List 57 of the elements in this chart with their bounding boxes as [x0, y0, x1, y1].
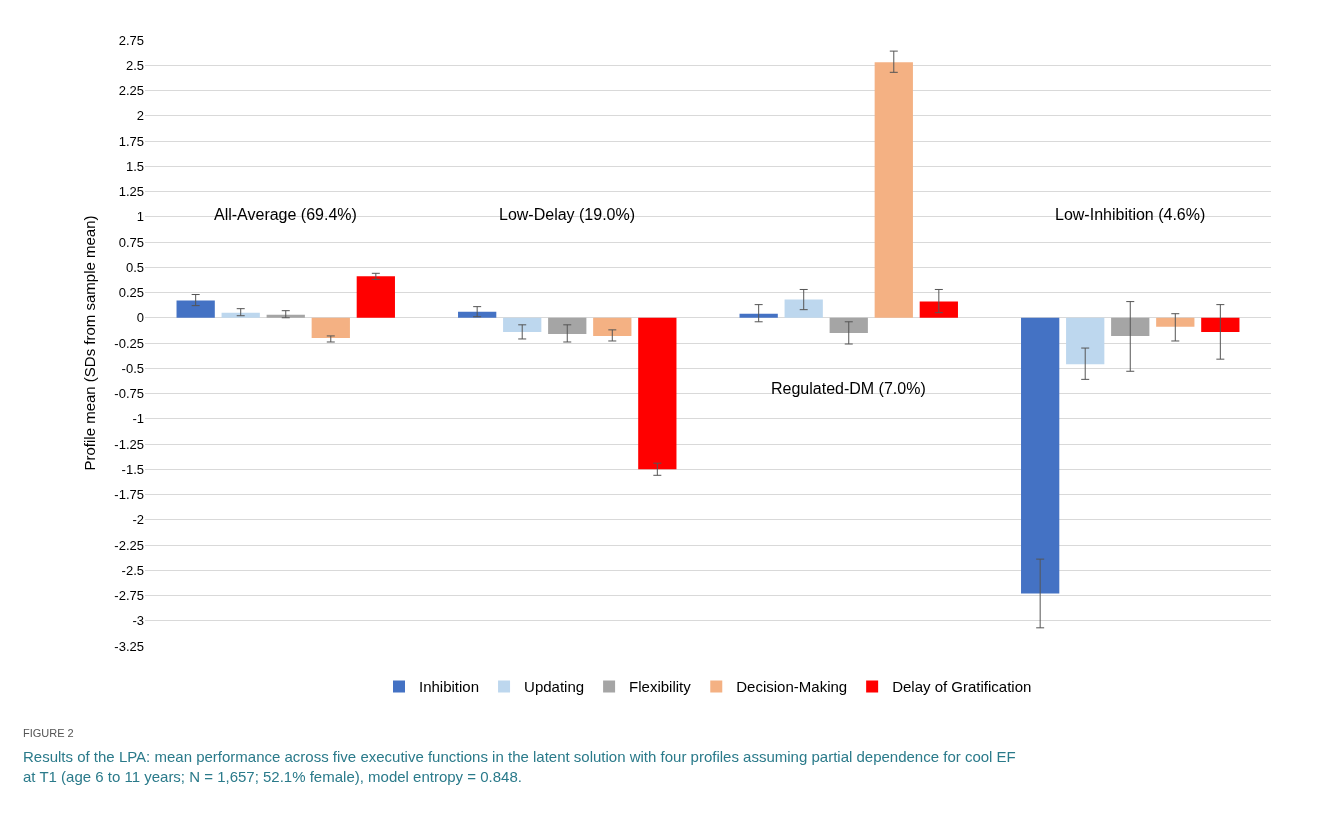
bar: [638, 317, 677, 470]
bar: [1156, 317, 1195, 327]
y-tick-label: -2.25: [114, 537, 144, 553]
legend-label: Updating: [524, 678, 585, 696]
annotation: Low-Inhibition (4.6%): [1055, 206, 1206, 223]
bar: [548, 317, 587, 334]
legend-label: Inhibition: [419, 678, 480, 696]
y-tick-label: 0: [136, 310, 144, 326]
legend-label: Flexibility: [629, 678, 692, 696]
annotation: Low-Delay (19.0%): [499, 206, 636, 223]
bar: [874, 62, 913, 318]
y-tick-label: -3.25: [114, 638, 144, 654]
bar: [1066, 317, 1105, 365]
legend-label: Decision-Making: [736, 678, 848, 696]
bar: [919, 301, 958, 318]
bar: [221, 312, 260, 318]
y-tick-label: 0.25: [118, 285, 144, 301]
y-tick-label: -2.5: [121, 562, 144, 578]
y-tick-label: 2: [136, 108, 144, 124]
y-tick-label: -0.5: [121, 360, 144, 376]
y-tick-label: -1: [132, 411, 144, 427]
bar: [1111, 317, 1150, 336]
bar: [593, 317, 632, 336]
y-tick-label: 2.75: [118, 32, 144, 48]
y-tick-label: 1: [136, 209, 144, 225]
y-tick-label: -0.25: [114, 335, 144, 351]
y-tick-label: -1.5: [121, 461, 144, 477]
bar: [311, 317, 350, 338]
y-tick-label: -0.75: [114, 386, 144, 402]
bar: [458, 311, 497, 318]
y-tick-label: -2.75: [114, 588, 144, 604]
text: Results of the LPA: mean performance across five executive functions in the latent solution with four profiles assuming partial dependence for cool EF at T1 (age 6 to 11 years; N = 1,657; 52.1% female), model entropy = 0.848.: [23, 748, 1016, 785]
bar: [739, 313, 778, 318]
y-tick-label: -1.75: [114, 487, 144, 503]
annotation: Regulated-DM (7.0%): [771, 380, 926, 397]
y-tick-label: 1.75: [118, 133, 144, 149]
bar: [266, 314, 305, 318]
y-tick-label: 0.75: [118, 234, 144, 250]
legend-label: Delay of Gratification: [892, 678, 1032, 696]
caption: FIGURE 2: [23, 727, 74, 739]
y-tick-label: -1.25: [114, 436, 144, 452]
y-tick-label: 2.25: [118, 83, 144, 99]
bar: [503, 317, 542, 332]
y-tick-label: -2: [132, 512, 144, 528]
annotation: All-Average (69.4%): [214, 206, 357, 223]
y-tick-label: 1.5: [125, 158, 144, 174]
bar: [176, 300, 215, 318]
y-tick-label: -3: [132, 613, 144, 629]
y-tick-label: 1.25: [118, 184, 144, 200]
bar: [1021, 317, 1060, 594]
bar: [784, 299, 823, 318]
bar: [829, 317, 868, 333]
y-axis-title: Profile mean (SDs from sample mean): [80, 215, 98, 471]
bar: [356, 276, 395, 318]
y-tick-label: 2.5: [125, 57, 144, 73]
y-tick-label: 0.5: [125, 259, 144, 275]
bar: [1201, 317, 1240, 332]
